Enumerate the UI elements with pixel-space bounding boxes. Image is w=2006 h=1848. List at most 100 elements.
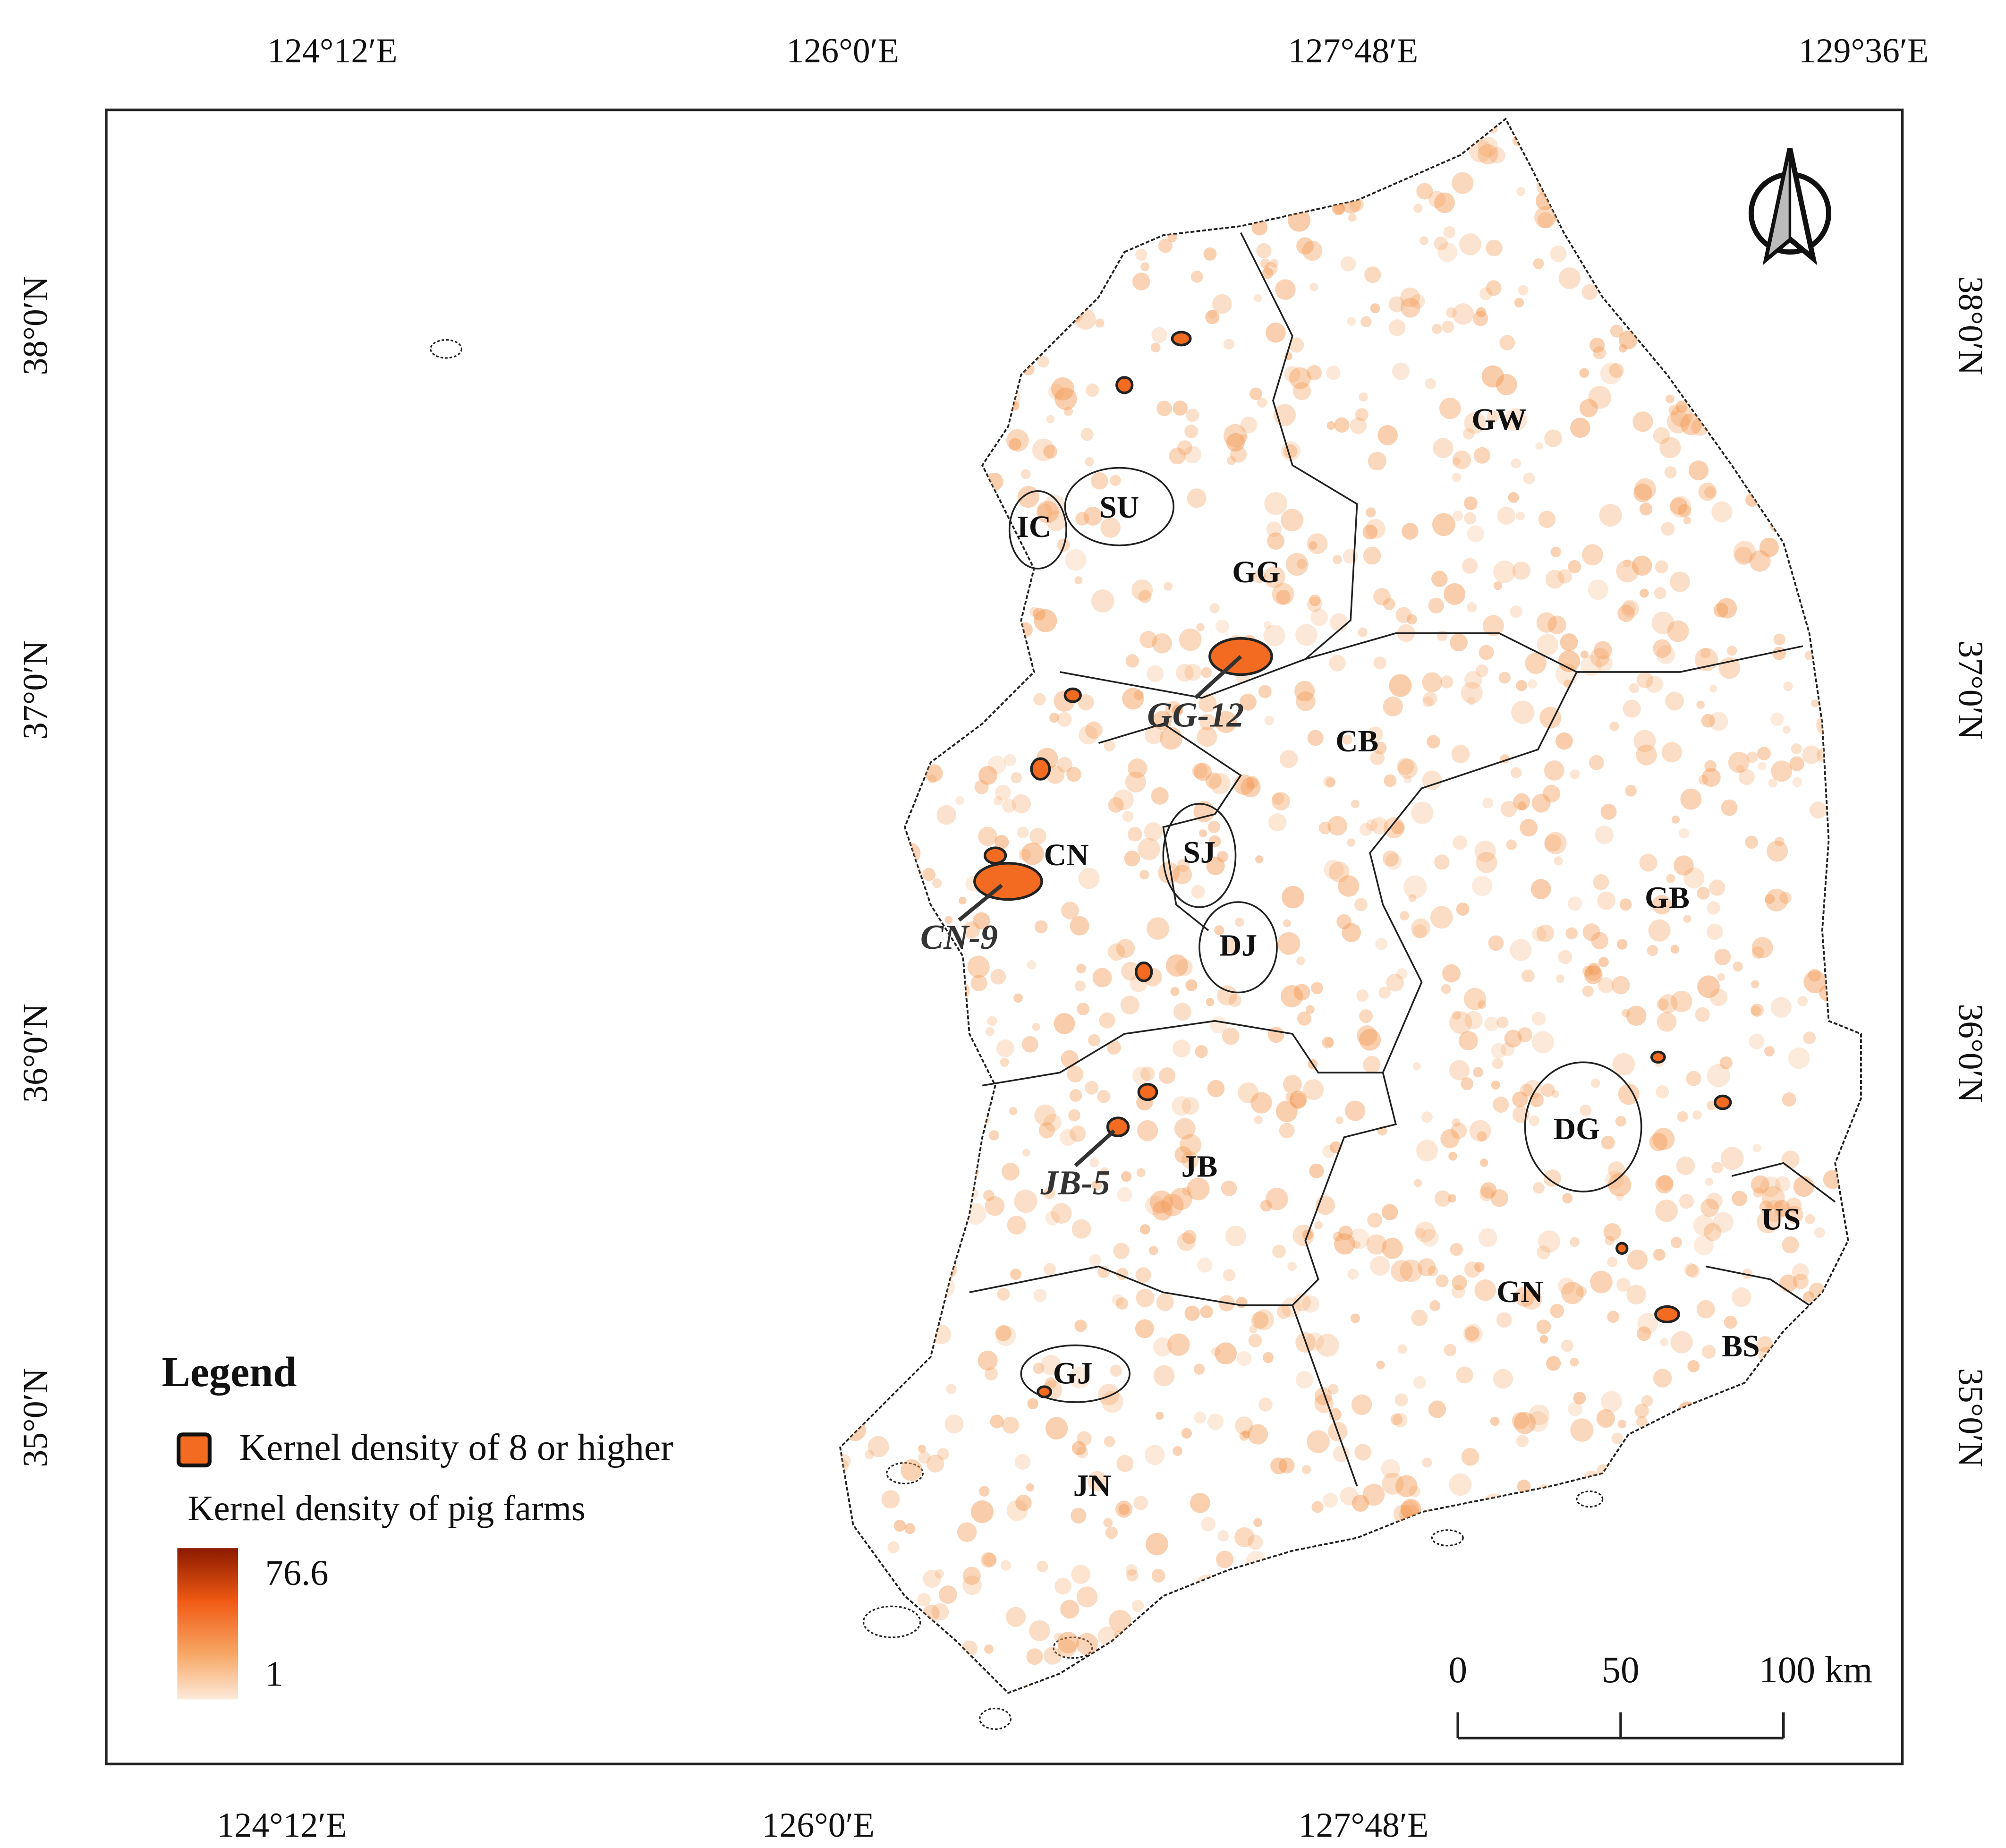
density-spot bbox=[1550, 1547, 1563, 1560]
density-spot bbox=[1437, 242, 1457, 262]
density-spot bbox=[1327, 816, 1347, 836]
density-spot bbox=[841, 1562, 852, 1574]
density-spot bbox=[1661, 742, 1682, 763]
density-spot bbox=[1685, 1646, 1699, 1659]
density-spot bbox=[1383, 598, 1395, 610]
density-spot bbox=[1593, 257, 1617, 280]
density-spot bbox=[992, 344, 1010, 362]
region-label: GW bbox=[1471, 402, 1527, 437]
density-spot bbox=[921, 1625, 939, 1642]
density-spot bbox=[1757, 1336, 1773, 1353]
density-spot bbox=[1846, 1455, 1857, 1466]
density-spot bbox=[1046, 511, 1066, 531]
density-spot bbox=[1014, 1454, 1031, 1470]
density-spot bbox=[1646, 675, 1663, 693]
density-spot bbox=[1422, 672, 1443, 693]
density-spot bbox=[1247, 1534, 1263, 1550]
density-spot bbox=[1570, 1237, 1580, 1247]
density-spot bbox=[844, 1323, 855, 1334]
density-spot bbox=[1573, 1392, 1586, 1405]
density-spot bbox=[1865, 1009, 1878, 1022]
density-spot bbox=[840, 1642, 856, 1662]
density-spot bbox=[1262, 267, 1274, 279]
density-spot bbox=[885, 1333, 904, 1352]
density-spot bbox=[1085, 457, 1094, 467]
density-spot bbox=[1531, 926, 1547, 942]
density-spot bbox=[909, 331, 925, 347]
density-spot bbox=[904, 1523, 916, 1534]
density-spot bbox=[1551, 1540, 1562, 1550]
density-spot bbox=[962, 1575, 982, 1595]
density-spot bbox=[1604, 208, 1613, 216]
density-spot bbox=[1740, 436, 1762, 459]
density-spot bbox=[1625, 785, 1637, 797]
density-spot bbox=[1367, 726, 1383, 742]
density-spot bbox=[1803, 971, 1827, 994]
density-spot bbox=[1687, 1589, 1698, 1599]
density-spot bbox=[1014, 643, 1028, 657]
density-spot bbox=[1382, 1237, 1403, 1259]
density-spot bbox=[1609, 721, 1619, 731]
density-spot bbox=[904, 1685, 926, 1693]
density-spot bbox=[1223, 339, 1234, 350]
density-spot bbox=[1254, 1116, 1263, 1124]
density-spot bbox=[1849, 442, 1861, 454]
hotspot bbox=[1115, 376, 1134, 394]
density-spot bbox=[967, 955, 990, 978]
density-spot bbox=[1657, 1508, 1667, 1518]
density-spot bbox=[1314, 1221, 1323, 1229]
density-spot bbox=[1516, 511, 1525, 520]
density-spot bbox=[1358, 627, 1368, 637]
density-spot bbox=[1651, 612, 1674, 634]
density-spot bbox=[1697, 152, 1705, 161]
density-spot bbox=[1670, 497, 1688, 515]
density-spot bbox=[1133, 1496, 1148, 1510]
density-spot bbox=[1584, 1470, 1599, 1486]
density-spot bbox=[1619, 331, 1638, 349]
density-spot bbox=[1373, 588, 1391, 605]
density-spot bbox=[944, 916, 953, 924]
density-spot bbox=[1246, 781, 1255, 791]
density-spot bbox=[1729, 1406, 1741, 1417]
density-spot bbox=[925, 222, 946, 244]
density-spot bbox=[1444, 583, 1466, 605]
density-spot bbox=[1752, 1143, 1761, 1153]
density-spot bbox=[1418, 1609, 1436, 1627]
density-spot bbox=[1461, 1077, 1474, 1090]
density-spot bbox=[1382, 1473, 1404, 1495]
density-spot bbox=[852, 1662, 866, 1677]
density-spot bbox=[1584, 965, 1603, 984]
density-spot bbox=[1476, 307, 1487, 317]
density-spot bbox=[1306, 1005, 1315, 1014]
density-spot bbox=[1054, 387, 1077, 410]
density-spot bbox=[872, 574, 887, 589]
density-spot bbox=[1493, 561, 1516, 583]
density-spot bbox=[1288, 209, 1311, 232]
density-spot bbox=[1411, 1310, 1428, 1327]
density-spot bbox=[1636, 1326, 1651, 1341]
density-spot bbox=[1496, 1016, 1509, 1029]
density-spot bbox=[959, 896, 967, 905]
density-spot bbox=[1862, 969, 1875, 982]
density-spot bbox=[1597, 891, 1616, 910]
density-spot bbox=[1419, 1589, 1431, 1601]
density-spot bbox=[1478, 136, 1498, 157]
density-spot bbox=[1009, 400, 1020, 411]
island bbox=[1431, 1529, 1464, 1547]
density-spot bbox=[1343, 549, 1358, 564]
density-spot bbox=[1174, 1146, 1192, 1164]
density-spot bbox=[844, 1419, 866, 1441]
mainland bbox=[839, 117, 1862, 1694]
density-spot bbox=[1328, 861, 1350, 883]
density-spot bbox=[1634, 478, 1656, 500]
density-spot bbox=[884, 639, 897, 651]
density-spot bbox=[1710, 1534, 1719, 1544]
density-spot bbox=[1621, 599, 1640, 618]
density-spot bbox=[1690, 1490, 1702, 1502]
density-spot bbox=[1711, 1596, 1726, 1610]
density-spot bbox=[1446, 307, 1457, 318]
density-spot bbox=[1477, 1131, 1487, 1141]
density-spot bbox=[980, 1552, 996, 1568]
density-spot bbox=[1225, 166, 1242, 183]
density-spot bbox=[1568, 560, 1581, 573]
